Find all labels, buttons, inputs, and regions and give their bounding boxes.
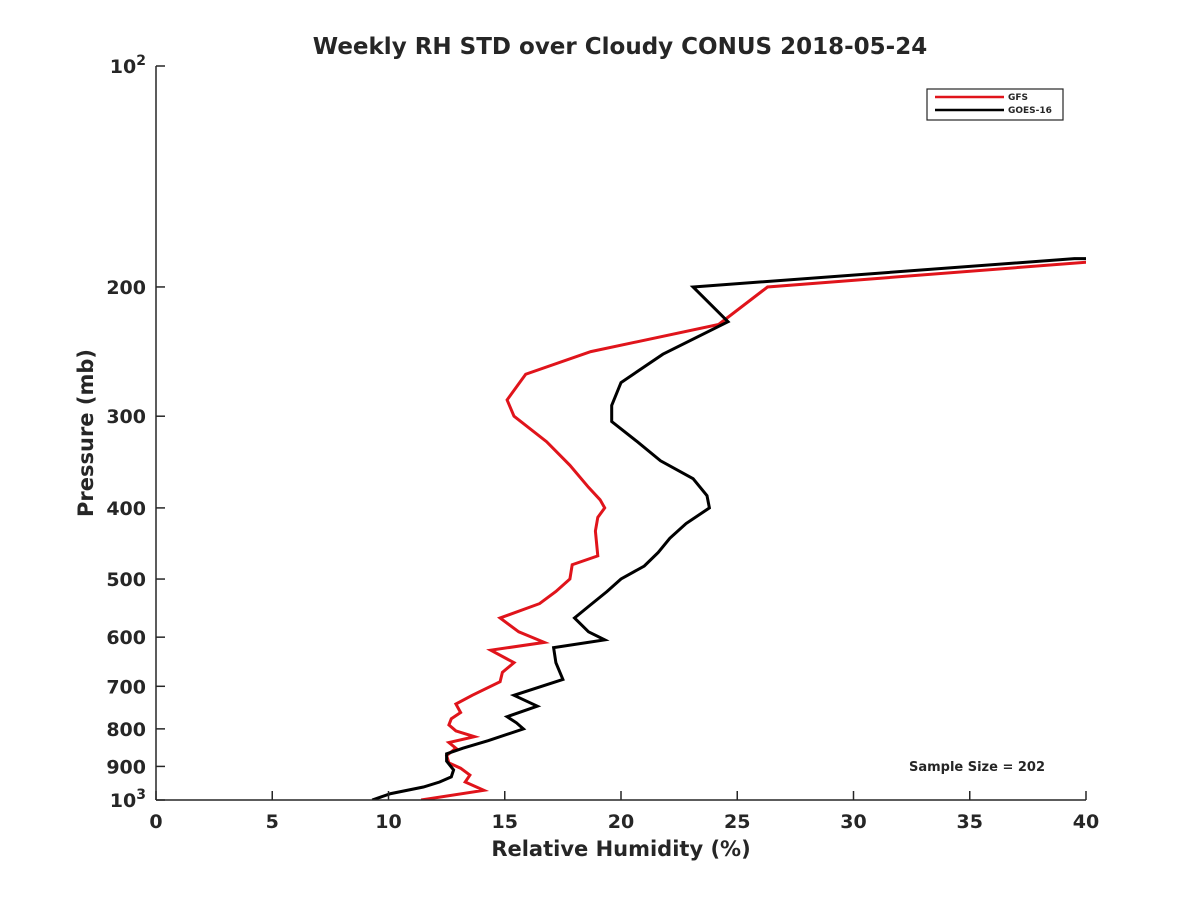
y-tick-label: 103 [110, 787, 146, 812]
sample-size-annotation: Sample Size = 202 [909, 760, 1045, 775]
chart-title: Weekly RH STD over Cloudy CONUS 2018-05-… [313, 34, 927, 60]
legend-box [926, 88, 1064, 121]
chart-legend: GFS GOES-16 [926, 88, 1064, 121]
x-tick-label: 35 [957, 811, 983, 833]
x-tick-label: 5 [266, 811, 279, 833]
y-tick-label: 500 [106, 569, 146, 591]
y-tick-label: 200 [106, 277, 146, 299]
y-tick-label: 600 [106, 627, 146, 649]
x-tick-label: 25 [724, 811, 750, 833]
axes [155, 66, 1086, 801]
x-tick-label: 10 [375, 811, 401, 833]
x-tick-label: 40 [1073, 811, 1099, 833]
y-tick-label: 300 [106, 406, 146, 428]
legend-label-goes16: GOES-16 [1008, 106, 1052, 116]
y-tick-label: 800 [106, 719, 146, 741]
y-tick-label: 700 [106, 676, 146, 698]
x-axis-label: Relative Humidity (%) [491, 837, 750, 861]
x-tick-label: 30 [840, 811, 866, 833]
series-line-gfs [420, 260, 1086, 800]
x-axis-ticks: 0 5 10 15 20 25 30 35 40 [149, 791, 1099, 833]
x-tick-label: 0 [149, 811, 162, 833]
y-tick-label: 400 [106, 498, 146, 520]
plot-area [371, 257, 1086, 800]
legend-label-gfs: GFS [1008, 93, 1028, 103]
series-line-goes16 [371, 257, 1086, 800]
y-tick-label: 102 [110, 53, 146, 78]
y-axis-label: Pressure (mb) [74, 349, 98, 517]
y-tick-label: 900 [106, 756, 146, 778]
y-axis-ticks: 102 200 300 400 500 600 700 800 900 103 [106, 53, 165, 812]
x-tick-label: 15 [492, 811, 518, 833]
x-tick-label: 20 [608, 811, 634, 833]
